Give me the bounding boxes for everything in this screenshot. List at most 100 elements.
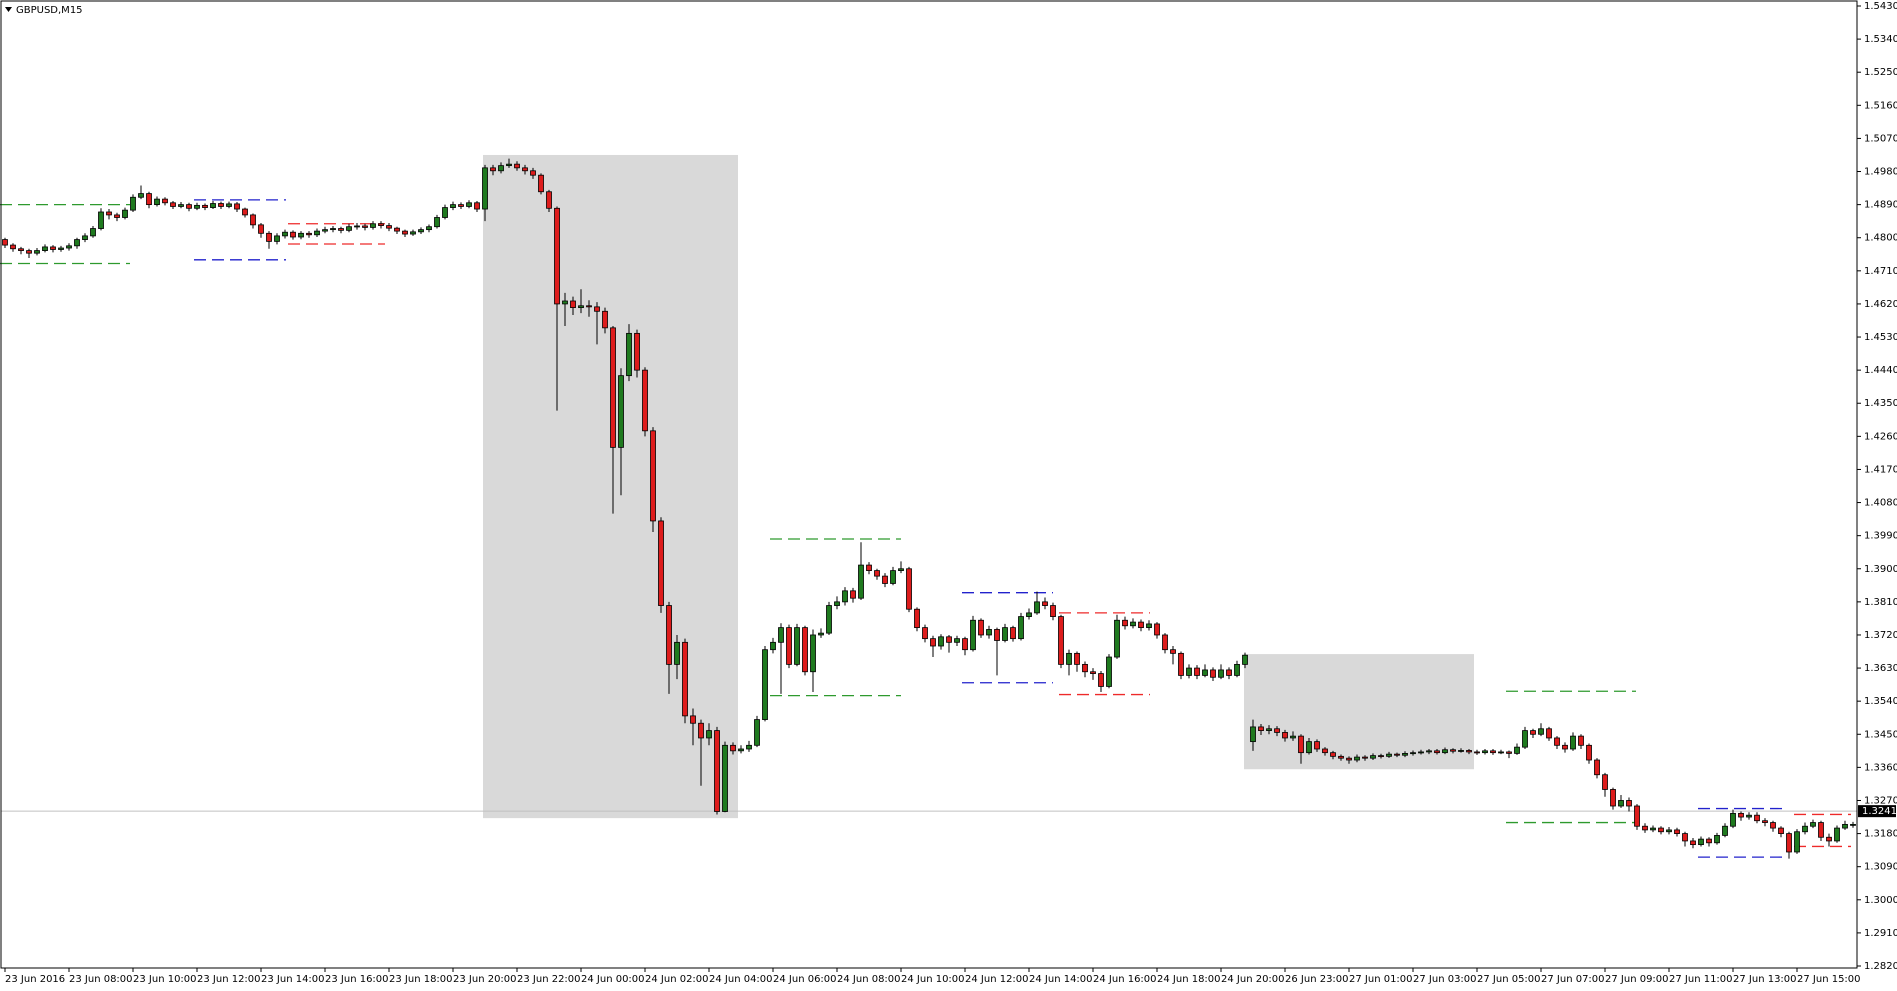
candle-body	[1090, 671, 1096, 674]
y-tick-label: 1.3180	[1864, 829, 1897, 840]
x-tick-label: 27 Jun 03:00	[1413, 974, 1477, 985]
candle-body	[1290, 735, 1296, 739]
candle-body	[930, 638, 936, 647]
candle-body	[1642, 825, 1648, 831]
candle-body	[770, 641, 776, 651]
candle-body	[1362, 756, 1368, 759]
candle-body	[474, 202, 480, 210]
candle-body	[226, 203, 232, 207]
candle-body	[906, 568, 912, 610]
candle-body	[1034, 601, 1040, 614]
candle-body	[1818, 822, 1824, 838]
candle-body	[1626, 800, 1632, 807]
candle-body	[1338, 755, 1344, 759]
candle-body	[442, 207, 448, 218]
candle-body	[978, 619, 984, 636]
candle-body	[202, 204, 208, 208]
symbol-menu-arrow[interactable]	[5, 7, 12, 12]
candle-body	[1082, 663, 1088, 673]
candle-body	[402, 230, 408, 235]
candle-body	[370, 223, 376, 228]
candle-body	[338, 228, 344, 231]
candle-body	[1010, 627, 1016, 640]
y-tick-label: 1.4620	[1864, 299, 1897, 310]
plot-frame	[0, 0, 1858, 969]
candle-body	[1554, 737, 1560, 746]
candle-body	[1530, 730, 1536, 735]
candle-body	[1722, 825, 1728, 836]
candle-body	[1506, 751, 1512, 754]
candle-body	[1306, 741, 1312, 754]
candle-body	[1330, 752, 1336, 757]
y-tick-label: 1.3900	[1864, 564, 1897, 575]
x-tick-label: 27 Jun 07:00	[1541, 974, 1605, 985]
candle-body	[354, 225, 360, 228]
candle-body	[658, 520, 664, 606]
candle-body	[850, 590, 856, 599]
y-tick-label: 1.3270	[1864, 795, 1897, 806]
candle-body	[706, 730, 712, 739]
x-tick-label: 26 Jun 23:00	[1285, 974, 1349, 985]
candle-body	[762, 649, 768, 720]
candle-body	[1322, 748, 1328, 754]
x-tick-label: 24 Jun 06:00	[773, 974, 837, 985]
candle-body	[882, 575, 888, 584]
x-tick-label: 24 Jun 08:00	[837, 974, 901, 985]
y-tick-label: 1.4350	[1864, 398, 1897, 409]
bid-label-bg	[1858, 805, 1896, 818]
candle-body	[1514, 746, 1520, 754]
candle-body	[866, 564, 872, 571]
candle-body	[1218, 669, 1224, 678]
candle-body	[1762, 820, 1768, 823]
candle-body	[1114, 619, 1120, 658]
candle-body	[1226, 669, 1232, 676]
candle-body	[714, 730, 720, 812]
candle-body	[162, 198, 168, 204]
candle-body	[1210, 669, 1216, 678]
candle-body	[1050, 605, 1056, 617]
y-tick-label: 1.3000	[1864, 895, 1897, 906]
candle-body	[458, 204, 464, 207]
candle-body	[618, 375, 624, 448]
candle-body	[1170, 649, 1176, 654]
candle-body	[522, 167, 528, 172]
y-tick-label: 1.4800	[1864, 233, 1897, 244]
candle-body	[1690, 840, 1696, 846]
candle-body	[146, 193, 152, 206]
candle-body	[10, 244, 16, 250]
y-tick-label: 1.4260	[1864, 431, 1897, 442]
candle-body	[362, 225, 368, 228]
candle-body	[1826, 836, 1832, 842]
candle-body	[1714, 835, 1720, 844]
candle-body	[1618, 800, 1624, 807]
candle-body	[426, 226, 432, 231]
candle-body	[1602, 774, 1608, 790]
y-tick-label: 1.4980	[1864, 167, 1897, 178]
candle-body	[1122, 619, 1128, 627]
candle-body	[1106, 656, 1112, 687]
x-tick-label: 24 Jun 12:00	[965, 974, 1029, 985]
candle-body	[1730, 812, 1736, 827]
y-tick-label: 1.4530	[1864, 332, 1897, 343]
candle-body	[1650, 827, 1656, 831]
candle-body	[266, 232, 272, 242]
candle-body	[1666, 829, 1672, 833]
highlight-box	[483, 154, 738, 819]
candle-body	[1130, 621, 1136, 627]
candle-body	[1746, 814, 1752, 818]
candle-body	[1058, 616, 1064, 665]
candle-body	[282, 231, 288, 237]
candle-body	[1426, 750, 1432, 753]
candle-body	[834, 601, 840, 606]
candle-body	[234, 203, 240, 210]
y-tick-label: 1.3810	[1864, 597, 1897, 608]
y-tick-label: 1.5340	[1864, 34, 1897, 45]
candle-body	[250, 214, 256, 226]
candle-body	[410, 231, 416, 235]
candle-body	[898, 568, 904, 571]
candle-body	[1578, 735, 1584, 746]
candle-body	[90, 228, 96, 237]
candle-body	[1418, 751, 1424, 754]
candle-body	[1770, 822, 1776, 829]
candle-body	[50, 246, 56, 250]
